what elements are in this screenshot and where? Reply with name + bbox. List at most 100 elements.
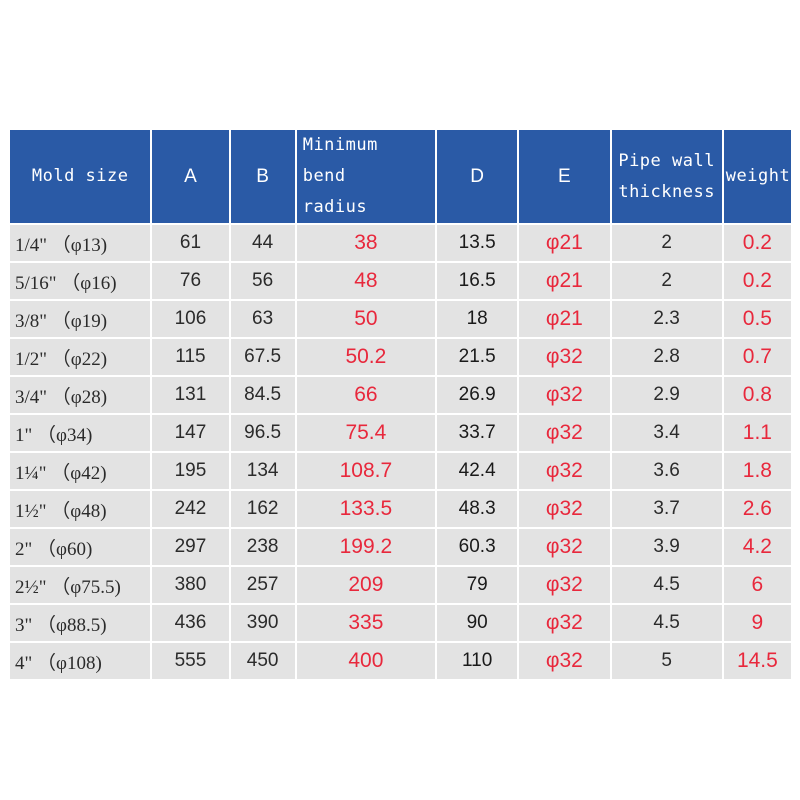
cell-mold-size: 1/2" （φ22)	[10, 339, 151, 375]
spec-table: Mold size A B Minimum bend radius D E Pi…	[8, 128, 793, 681]
cell-a: 436	[152, 605, 229, 641]
cell-min-bend-radius: 38	[296, 225, 436, 261]
cell-min-bend-radius: 133.5	[296, 491, 436, 527]
cell-a: 380	[152, 567, 229, 603]
header-weight-label: weight	[725, 166, 791, 186]
cell-b: 257	[230, 567, 295, 603]
cell-a: 76	[152, 263, 229, 299]
cell-e: φ21	[519, 263, 610, 299]
table-row: 1/4" （φ13) 61 44 38 13.5 φ21 2 0.2	[10, 225, 791, 261]
cell-a: 61	[152, 225, 229, 261]
header-b-label: B	[256, 166, 269, 187]
cell-min-bend-radius: 335	[296, 605, 436, 641]
header-b: B	[230, 130, 295, 223]
cell-weight: 0.2	[723, 263, 791, 299]
cell-wall-thickness: 2	[611, 263, 722, 299]
cell-weight: 1.1	[723, 415, 791, 451]
cell-e: φ32	[519, 377, 610, 413]
cell-min-bend-radius: 400	[296, 643, 436, 679]
cell-d: 33.7	[437, 415, 518, 451]
cell-b: 44	[230, 225, 295, 261]
cell-a: 115	[152, 339, 229, 375]
cell-wall-thickness: 2.9	[611, 377, 722, 413]
cell-d: 79	[437, 567, 518, 603]
cell-wall-thickness: 2	[611, 225, 722, 261]
cell-e: φ32	[519, 339, 610, 375]
cell-b: 67.5	[230, 339, 295, 375]
table-row: 4" （φ108) 555 450 400 110 φ32 5 14.5	[10, 643, 791, 679]
cell-a: 242	[152, 491, 229, 527]
cell-d: 13.5	[437, 225, 518, 261]
cell-weight: 4.2	[723, 529, 791, 565]
cell-e: φ21	[519, 225, 610, 261]
header-weight: weight	[723, 130, 791, 223]
cell-weight: 1.8	[723, 453, 791, 489]
cell-mold-size: 2" （φ60)	[10, 529, 151, 565]
header-mold-size: Mold size	[10, 130, 151, 223]
cell-mold-size: 1" （φ34)	[10, 415, 151, 451]
header-e-label: E	[558, 166, 571, 187]
cell-b: 450	[230, 643, 295, 679]
cell-weight: 0.7	[723, 339, 791, 375]
cell-wall-thickness: 3.4	[611, 415, 722, 451]
cell-wall-thickness: 4.5	[611, 567, 722, 603]
cell-d: 26.9	[437, 377, 518, 413]
table-row: 2" （φ60) 297 238 199.2 60.3 φ32 3.9 4.2	[10, 529, 791, 565]
cell-e: φ32	[519, 491, 610, 527]
cell-e: φ32	[519, 529, 610, 565]
cell-wall-thickness: 2.3	[611, 301, 722, 337]
table-row: 1/2" （φ22) 115 67.5 50.2 21.5 φ32 2.8 0.…	[10, 339, 791, 375]
header-e: E	[519, 130, 610, 223]
cell-d: 21.5	[437, 339, 518, 375]
cell-mold-size: 2½" （φ75.5)	[10, 567, 151, 603]
cell-weight: 14.5	[723, 643, 791, 679]
header-a-label: A	[184, 166, 197, 187]
cell-d: 42.4	[437, 453, 518, 489]
table-body: 1/4" （φ13) 61 44 38 13.5 φ21 2 0.2 5/16"…	[10, 225, 791, 679]
cell-min-bend-radius: 50.2	[296, 339, 436, 375]
header-d-label: D	[470, 166, 485, 187]
cell-mold-size: 3/8" （φ19)	[10, 301, 151, 337]
cell-b: 162	[230, 491, 295, 527]
header-d: D	[437, 130, 518, 223]
cell-e: φ32	[519, 605, 610, 641]
cell-b: 238	[230, 529, 295, 565]
cell-wall-thickness: 3.9	[611, 529, 722, 565]
table-row: 3" （φ88.5) 436 390 335 90 φ32 4.5 9	[10, 605, 791, 641]
cell-wall-thickness: 4.5	[611, 605, 722, 641]
header-a: A	[152, 130, 229, 223]
cell-weight: 0.8	[723, 377, 791, 413]
header-pipe-wall-thickness: Pipe wall thickness	[611, 130, 722, 223]
header-row: Mold size A B Minimum bend radius D E Pi…	[10, 130, 791, 223]
header-pipe-wall-line1: Pipe wall	[618, 150, 715, 171]
cell-a: 106	[152, 301, 229, 337]
cell-min-bend-radius: 66	[296, 377, 436, 413]
cell-wall-thickness: 5	[611, 643, 722, 679]
cell-a: 147	[152, 415, 229, 451]
cell-e: φ32	[519, 643, 610, 679]
cell-e: φ32	[519, 567, 610, 603]
cell-min-bend-radius: 108.7	[296, 453, 436, 489]
cell-e: φ21	[519, 301, 610, 337]
cell-e: φ32	[519, 453, 610, 489]
cell-min-bend-radius: 50	[296, 301, 436, 337]
cell-min-bend-radius: 75.4	[296, 415, 436, 451]
cell-d: 110	[437, 643, 518, 679]
header-min-bend-line1: Minimum bend	[302, 135, 378, 186]
cell-e: φ32	[519, 415, 610, 451]
cell-a: 131	[152, 377, 229, 413]
cell-mold-size: 3/4" （φ28)	[10, 377, 151, 413]
cell-b: 96.5	[230, 415, 295, 451]
cell-a: 555	[152, 643, 229, 679]
cell-a: 195	[152, 453, 229, 489]
header-mold-size-label: Mold size	[31, 166, 129, 186]
cell-weight: 0.2	[723, 225, 791, 261]
table-row: 1" （φ34) 147 96.5 75.4 33.7 φ32 3.4 1.1	[10, 415, 791, 451]
cell-a: 297	[152, 529, 229, 565]
cell-wall-thickness: 2.8	[611, 339, 722, 375]
cell-wall-thickness: 3.7	[611, 491, 722, 527]
cell-mold-size: 1¼" （φ42)	[10, 453, 151, 489]
cell-weight: 2.6	[723, 491, 791, 527]
table-row: 2½" （φ75.5) 380 257 209 79 φ32 4.5 6	[10, 567, 791, 603]
